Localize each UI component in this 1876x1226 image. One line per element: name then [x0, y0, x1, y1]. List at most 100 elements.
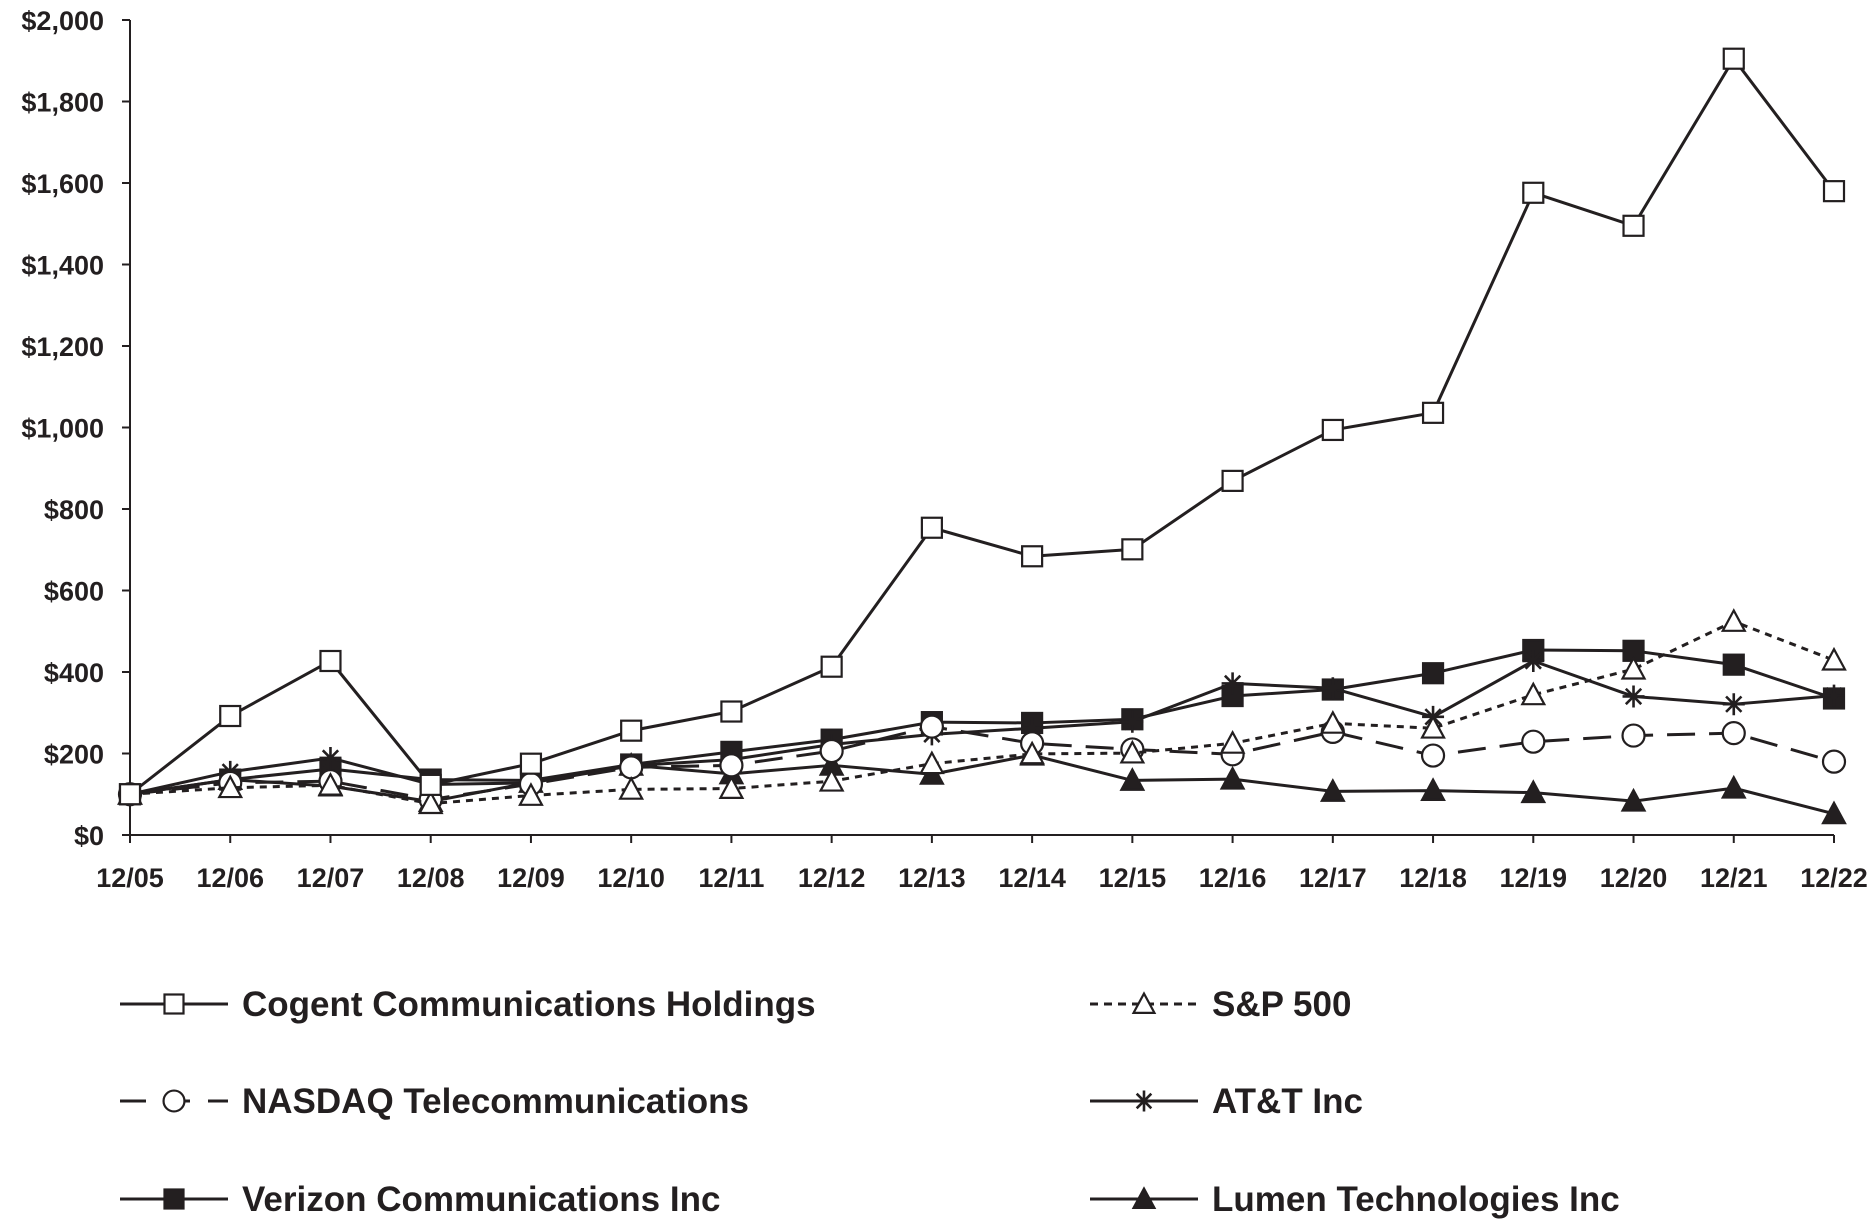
x-tick-label: 12/08: [397, 863, 465, 893]
data-point: [1722, 693, 1745, 716]
legend-marker: [1131, 991, 1157, 1014]
y-tick-label: $1,800: [21, 88, 104, 118]
data-point: [1119, 767, 1146, 791]
series-line: [129, 753, 1835, 816]
x-tick-label: 12/12: [798, 863, 866, 893]
series-line: [129, 659, 1835, 796]
data-point: [1221, 469, 1244, 492]
data-point: [1421, 662, 1445, 685]
data-point: [1722, 47, 1745, 70]
x-tick-label: 12/16: [1199, 863, 1267, 893]
series-s-p-500: [117, 608, 1847, 815]
data-point: [317, 771, 344, 796]
data-point: [718, 775, 745, 799]
data-point: [1420, 714, 1446, 739]
legend-label: Verizon Communications Inc: [242, 1180, 720, 1219]
legend-item-lumen-technologies-inc: Lumen Technologies Inc: [1090, 1180, 1620, 1219]
data-point: [1319, 710, 1346, 734]
data-point: [1521, 729, 1546, 754]
axes: $0 $200 $400 $600 $800 $1,000 $1,200 $1,400 $1,6…: [21, 6, 1867, 893]
x-tick-label: 12/15: [1099, 863, 1167, 893]
series-at-t-inc: [119, 649, 1845, 806]
y-tick-label: $200: [44, 740, 104, 770]
legend-item-s-p-500: S&P 500: [1090, 985, 1351, 1024]
x-tick-label: 12/22: [1800, 863, 1868, 893]
legend-item-cogent-communications-holdings: Cogent Communications Holdings: [120, 985, 816, 1024]
x-tick-label: 12/07: [297, 863, 365, 893]
legend-marker: [162, 1089, 186, 1113]
data-point: [1822, 180, 1846, 203]
x-tick-label: 12/05: [96, 863, 164, 893]
data-point: [620, 719, 643, 742]
data-point: [1520, 779, 1547, 804]
legend-marker: [163, 993, 185, 1015]
data-point: [1620, 787, 1647, 812]
data-point: [1221, 672, 1244, 695]
legend-label: S&P 500: [1212, 985, 1351, 1024]
y-tick-label: $800: [44, 495, 104, 525]
data-point: [1721, 721, 1746, 746]
series-line: [129, 57, 1836, 796]
legend-label: AT&T Inc: [1212, 1082, 1363, 1121]
data-point: [1219, 729, 1246, 754]
data-point: [1720, 608, 1747, 632]
series-cogent-communications-holdings: [118, 47, 1846, 806]
legend-item-nasdaq-telecommunications: NASDAQ Telecommunications: [120, 1082, 749, 1121]
data-point: [820, 655, 843, 678]
y-tick-label: $0: [74, 821, 104, 851]
y-tick-label: $1,600: [21, 169, 104, 199]
y-tick-label: $600: [44, 577, 104, 607]
legend-marker: [1133, 1090, 1155, 1112]
data-point: [1821, 800, 1847, 825]
data-point: [1720, 774, 1747, 799]
data-point: [920, 516, 943, 539]
data-point: [919, 714, 944, 739]
data-point: [319, 746, 342, 769]
data-point: [1421, 401, 1445, 424]
series-lumen-technologies-inc: [117, 741, 1847, 825]
data-point: [818, 767, 845, 792]
data-point: [719, 753, 744, 778]
legend-item-at-t-inc: AT&T Inc: [1090, 1082, 1363, 1121]
data-point: [519, 752, 543, 775]
data-point: [819, 738, 844, 764]
x-tick-label: 12/14: [998, 863, 1066, 893]
data-point: [1622, 214, 1645, 237]
data-point: [1821, 749, 1847, 774]
legend-marker: [1131, 1186, 1157, 1209]
data-point: [1823, 684, 1845, 707]
data-point: [1121, 538, 1144, 561]
data-point: [1021, 717, 1044, 740]
y-tick-label: $2,000: [21, 6, 104, 36]
x-tick-label: 12/20: [1600, 863, 1668, 893]
data-point: [619, 755, 644, 780]
data-point: [1319, 778, 1346, 802]
legend-item-verizon-communications-inc: Verizon Communications Inc: [120, 1180, 720, 1219]
x-tick-label: 12/17: [1299, 863, 1367, 893]
data-point: [1321, 418, 1344, 442]
data-point: [1622, 685, 1645, 708]
data-point: [419, 773, 442, 796]
data-point: [1021, 545, 1044, 568]
data-point: [1722, 653, 1745, 676]
data-point: [319, 649, 342, 673]
data-point: [518, 782, 544, 806]
y-tick-label: $400: [44, 658, 104, 688]
x-tick-label: 12/09: [497, 863, 565, 893]
x-tick-label: 12/19: [1500, 863, 1568, 893]
legend-label: Lumen Technologies Inc: [1212, 1180, 1620, 1219]
legend-marker: [163, 1188, 185, 1210]
legend-label: NASDAQ Telecommunications: [242, 1082, 749, 1121]
data-point: [417, 790, 444, 815]
data-point: [1621, 723, 1646, 748]
series-line: [129, 619, 1835, 806]
x-tick-label: 12/11: [698, 863, 764, 893]
data-point: [1219, 765, 1246, 790]
data-point: [1321, 677, 1344, 700]
data-point: [1520, 681, 1547, 706]
data-point: [1522, 181, 1545, 204]
x-tick-label: 12/18: [1399, 863, 1467, 893]
data-point: [720, 700, 743, 723]
data-point: [919, 750, 945, 775]
